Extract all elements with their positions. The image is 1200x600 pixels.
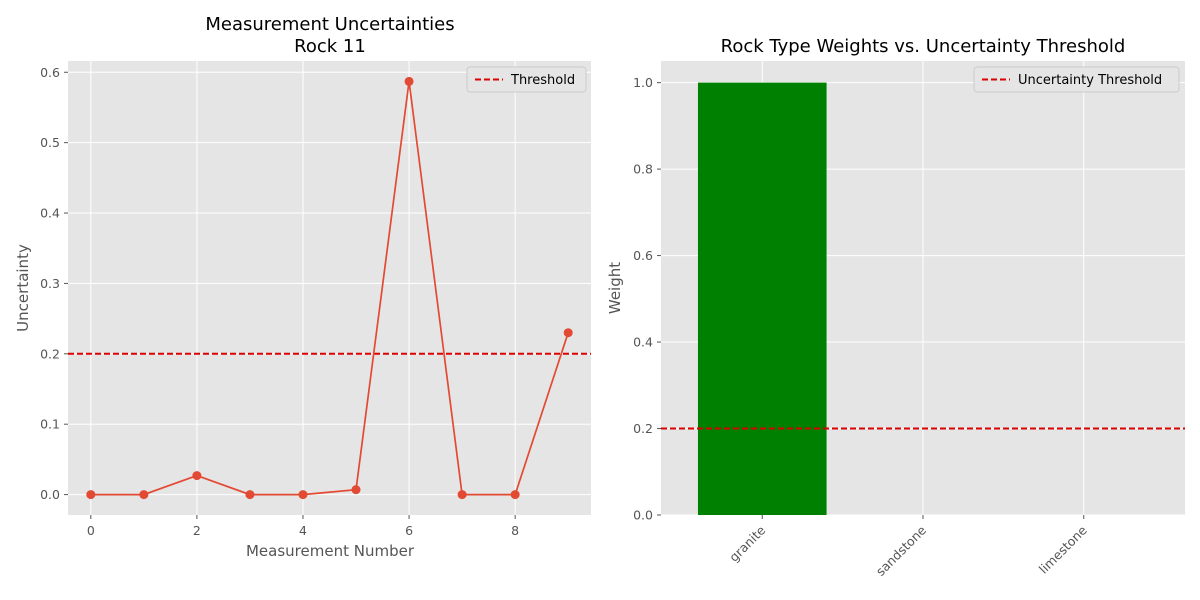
y-tick-label: 0.3 <box>40 276 60 291</box>
series-points <box>86 76 573 500</box>
legend: Uncertainty Threshold <box>973 66 1180 93</box>
chart-subtitle: Rock 11 <box>294 36 366 57</box>
data-point <box>457 490 467 500</box>
data-point <box>192 471 202 481</box>
y-tick-label: 0.6 <box>633 248 653 263</box>
chart-title: Measurement Uncertainties <box>205 14 454 35</box>
y-tick-label: 0.0 <box>40 487 60 502</box>
y-axis-label: Uncertainty <box>14 244 32 332</box>
y-axis-label: Weight <box>606 262 624 314</box>
bar-granite <box>697 82 827 515</box>
bars <box>697 82 827 515</box>
uncertainty-line <box>90 81 569 496</box>
y-tick-label: 0.1 <box>40 417 60 432</box>
legend: Threshold <box>466 66 587 93</box>
y-tick-labels: 0.0 0.2 0.4 0.6 0.8 1.0 <box>633 75 661 523</box>
y-tick-label: 0.4 <box>40 206 60 221</box>
uncertainty-line-chart: 0.0 0.1 0.2 0.3 0.4 0.5 0.6 0 2 4 6 8 Measurement … <box>14 14 591 560</box>
y-tick-label: 0.2 <box>633 421 653 436</box>
data-point <box>510 490 520 500</box>
x-axis-label: Measurement Number <box>246 542 415 560</box>
x-tick-label: 8 <box>511 523 519 538</box>
x-tick-labels: 0 2 4 6 8 <box>87 515 519 538</box>
rock-weights-bar-chart: 0.0 0.2 0.4 0.6 0.8 1.0 granite sandstone limes… <box>606 36 1185 579</box>
data-point <box>298 490 308 500</box>
x-tick-label: 2 <box>193 523 201 538</box>
data-point <box>139 490 149 500</box>
legend-frame <box>466 66 587 93</box>
chart-title: Rock Type Weights vs. Uncertainty Thresh… <box>721 36 1126 57</box>
plot-area-background <box>68 61 591 515</box>
x-tick-label: 4 <box>299 523 307 538</box>
x-tick-label: 6 <box>405 523 413 538</box>
legend-frame <box>973 66 1180 93</box>
grid-lines <box>68 61 591 515</box>
data-point <box>86 490 96 500</box>
y-tick-label: 0.8 <box>633 162 653 177</box>
data-point <box>404 76 414 86</box>
data-point <box>351 485 361 495</box>
legend-threshold-label: Uncertainty Threshold <box>1018 73 1162 88</box>
y-tick-label: 0.6 <box>40 65 60 80</box>
x-tick-label: limestone <box>1036 522 1090 576</box>
y-tick-label: 0.0 <box>633 508 653 523</box>
x-tick-labels: granite sandstone limestone <box>726 515 1090 579</box>
x-tick-label: sandstone <box>873 522 930 579</box>
y-tick-label: 0.4 <box>633 335 653 350</box>
y-tick-labels: 0.0 0.1 0.2 0.3 0.4 0.5 0.6 <box>40 65 68 502</box>
legend-threshold-label: Threshold <box>510 73 575 88</box>
y-tick-label: 0.2 <box>40 346 60 361</box>
x-tick-label: granite <box>726 522 768 564</box>
series-line <box>90 81 569 496</box>
x-tick-label: 0 <box>87 523 95 538</box>
y-tick-label: 1.0 <box>633 75 653 90</box>
y-tick-label: 0.5 <box>40 135 60 150</box>
data-point <box>563 328 573 338</box>
data-point <box>245 490 255 500</box>
